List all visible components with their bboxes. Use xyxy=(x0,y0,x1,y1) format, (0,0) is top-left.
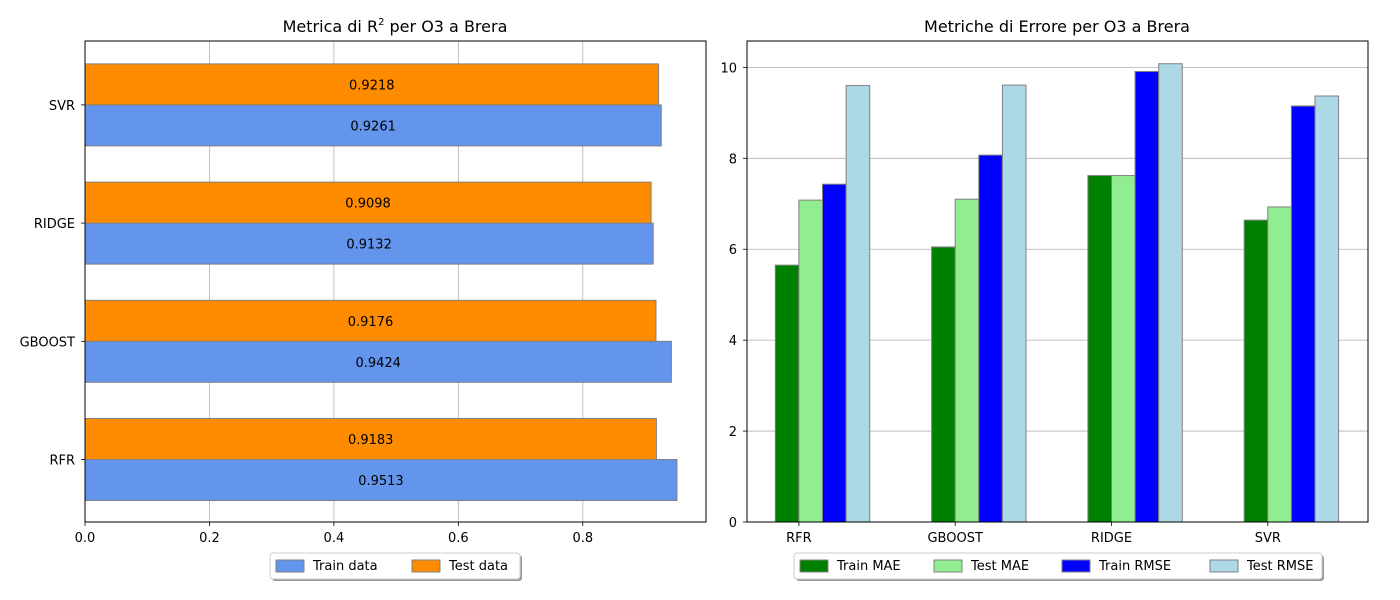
r2-x-tick-label: 0.8 xyxy=(572,531,593,546)
error-legend: Train MAE Test MAE Train RMSE Test RMSE xyxy=(793,552,1324,581)
error-bar-test-mae-rfr xyxy=(798,199,824,523)
r2-legend-label-test-data: Test data xyxy=(448,559,508,574)
r2-chart: Metrica di R2 per O3 a Brera 0.9513 0.918… xyxy=(20,17,707,581)
error-y-ticks: 0 2 4 6 8 10 xyxy=(720,61,747,531)
error-legend-box xyxy=(793,552,1323,580)
error-bar-train-rmse-rfr xyxy=(822,183,847,523)
error-bar-test-mae-ridge xyxy=(1111,175,1136,523)
error-legend-swatch-test-rmse xyxy=(1209,559,1239,573)
r2-bar-train-svr xyxy=(84,104,662,147)
error-plot-frame xyxy=(746,40,1369,523)
error-bar-train-rmse-gboost xyxy=(978,154,1003,523)
r2-x-tick-label: 0.4 xyxy=(324,531,345,546)
error-chart-title: Metriche di Errore per O3 a Brera xyxy=(924,17,1190,36)
error-x-tick-label-svr: SVR xyxy=(1255,531,1281,546)
error-bar-test-rmse-rfr xyxy=(845,85,871,523)
error-bar-train-rmse-ridge xyxy=(1134,70,1160,523)
error-bar-train-rmse-svr xyxy=(1290,105,1316,523)
error-y-tick-label: 8 xyxy=(729,152,737,167)
r2-bar-test-gboost xyxy=(84,299,657,342)
r2-data-label-train-rfr: 0.9513 xyxy=(358,474,404,489)
error-legend-swatch-train-rmse xyxy=(1061,559,1091,573)
error-y-tick-label: 10 xyxy=(720,61,737,76)
r2-x-tick-label: 0.2 xyxy=(199,531,220,546)
error-x-tick-label-rfr: RFR xyxy=(786,531,812,546)
error-bar-test-rmse-svr xyxy=(1314,95,1340,523)
error-legend-label-train-rmse: Train RMSE xyxy=(1098,559,1171,574)
r2-data-label-test-rfr: 0.9183 xyxy=(348,433,394,448)
r2-data-label-train-ridge: 0.9132 xyxy=(346,238,392,253)
r2-legend: Train data Test data xyxy=(269,552,522,581)
error-y-tick-label: 2 xyxy=(729,425,737,440)
r2-x-tick-label: 0.0 xyxy=(75,531,96,546)
r2-y-tick-label-rfr: RFR xyxy=(49,454,75,469)
r2-data-label-train-gboost: 0.9424 xyxy=(355,356,401,371)
error-y-tick-label: 4 xyxy=(729,334,737,349)
error-bar-test-rmse-gboost xyxy=(1001,84,1027,523)
r2-bar-train-rfr xyxy=(84,459,678,501)
r2-data-label-test-ridge: 0.9098 xyxy=(345,197,391,212)
error-legend-swatch-train-mae xyxy=(799,559,829,573)
error-bars xyxy=(774,63,1340,523)
r2-legend-swatch-train-data xyxy=(275,559,305,573)
r2-bar-test-svr xyxy=(84,63,660,106)
r2-chart-title: Metrica di R2 per O3 a Brera xyxy=(283,17,508,36)
error-legend-label-test-mae: Test MAE xyxy=(970,559,1029,574)
error-bar-train-mae-ridge xyxy=(1087,175,1113,523)
error-chart: Metriche di Errore per O3 a Brera RFR GBO… xyxy=(720,17,1369,581)
error-legend-swatch-test-mae xyxy=(933,559,963,573)
r2-plot-frame xyxy=(84,40,707,523)
error-y-tick-label: 6 xyxy=(729,243,737,258)
error-bar-train-mae-svr xyxy=(1243,219,1269,523)
error-x-tick-label-ridge: RIDGE xyxy=(1091,531,1132,546)
r2-legend-label-train-data: Train data xyxy=(312,559,378,574)
error-legend-label-test-rmse: Test RMSE xyxy=(1246,559,1313,574)
error-legend-label-train-mae: Train MAE xyxy=(836,559,901,574)
r2-y-tick-label-svr: SVR xyxy=(49,99,75,114)
r2-data-labels: 0.9513 0.9183 0.9424 0.9176 0.9132 0.9098 0.92… xyxy=(345,78,403,489)
error-bar-test-rmse-ridge xyxy=(1158,63,1183,523)
error-y-tick-label: 0 xyxy=(729,516,737,531)
error-x-ticks: RFR GBOOST RIDGE SVR xyxy=(786,522,1281,546)
r2-data-label-test-svr: 0.9218 xyxy=(349,78,395,93)
error-x-tick-label-gboost: GBOOST xyxy=(927,531,982,546)
error-bar-train-mae-gboost xyxy=(931,246,956,523)
r2-bar-test-ridge xyxy=(84,181,652,224)
r2-x-ticks: 0.0 0.2 0.4 0.6 0.8 xyxy=(75,522,593,546)
r2-legend-swatch-test-data xyxy=(411,559,441,573)
error-bar-test-mae-svr xyxy=(1267,206,1292,523)
r2-data-label-test-gboost: 0.9176 xyxy=(348,315,394,330)
error-bar-train-mae-rfr xyxy=(774,264,800,523)
r2-legend-box xyxy=(269,552,521,580)
r2-data-label-train-svr: 0.9261 xyxy=(350,119,396,134)
r2-y-tick-label-gboost: GBOOST xyxy=(20,335,75,350)
r2-x-tick-label: 0.6 xyxy=(448,531,469,546)
r2-y-tick-label-ridge: RIDGE xyxy=(34,217,75,232)
r2-y-ticks: RFR GBOOST RIDGE SVR xyxy=(20,99,85,469)
error-bar-test-mae-gboost xyxy=(954,198,980,523)
